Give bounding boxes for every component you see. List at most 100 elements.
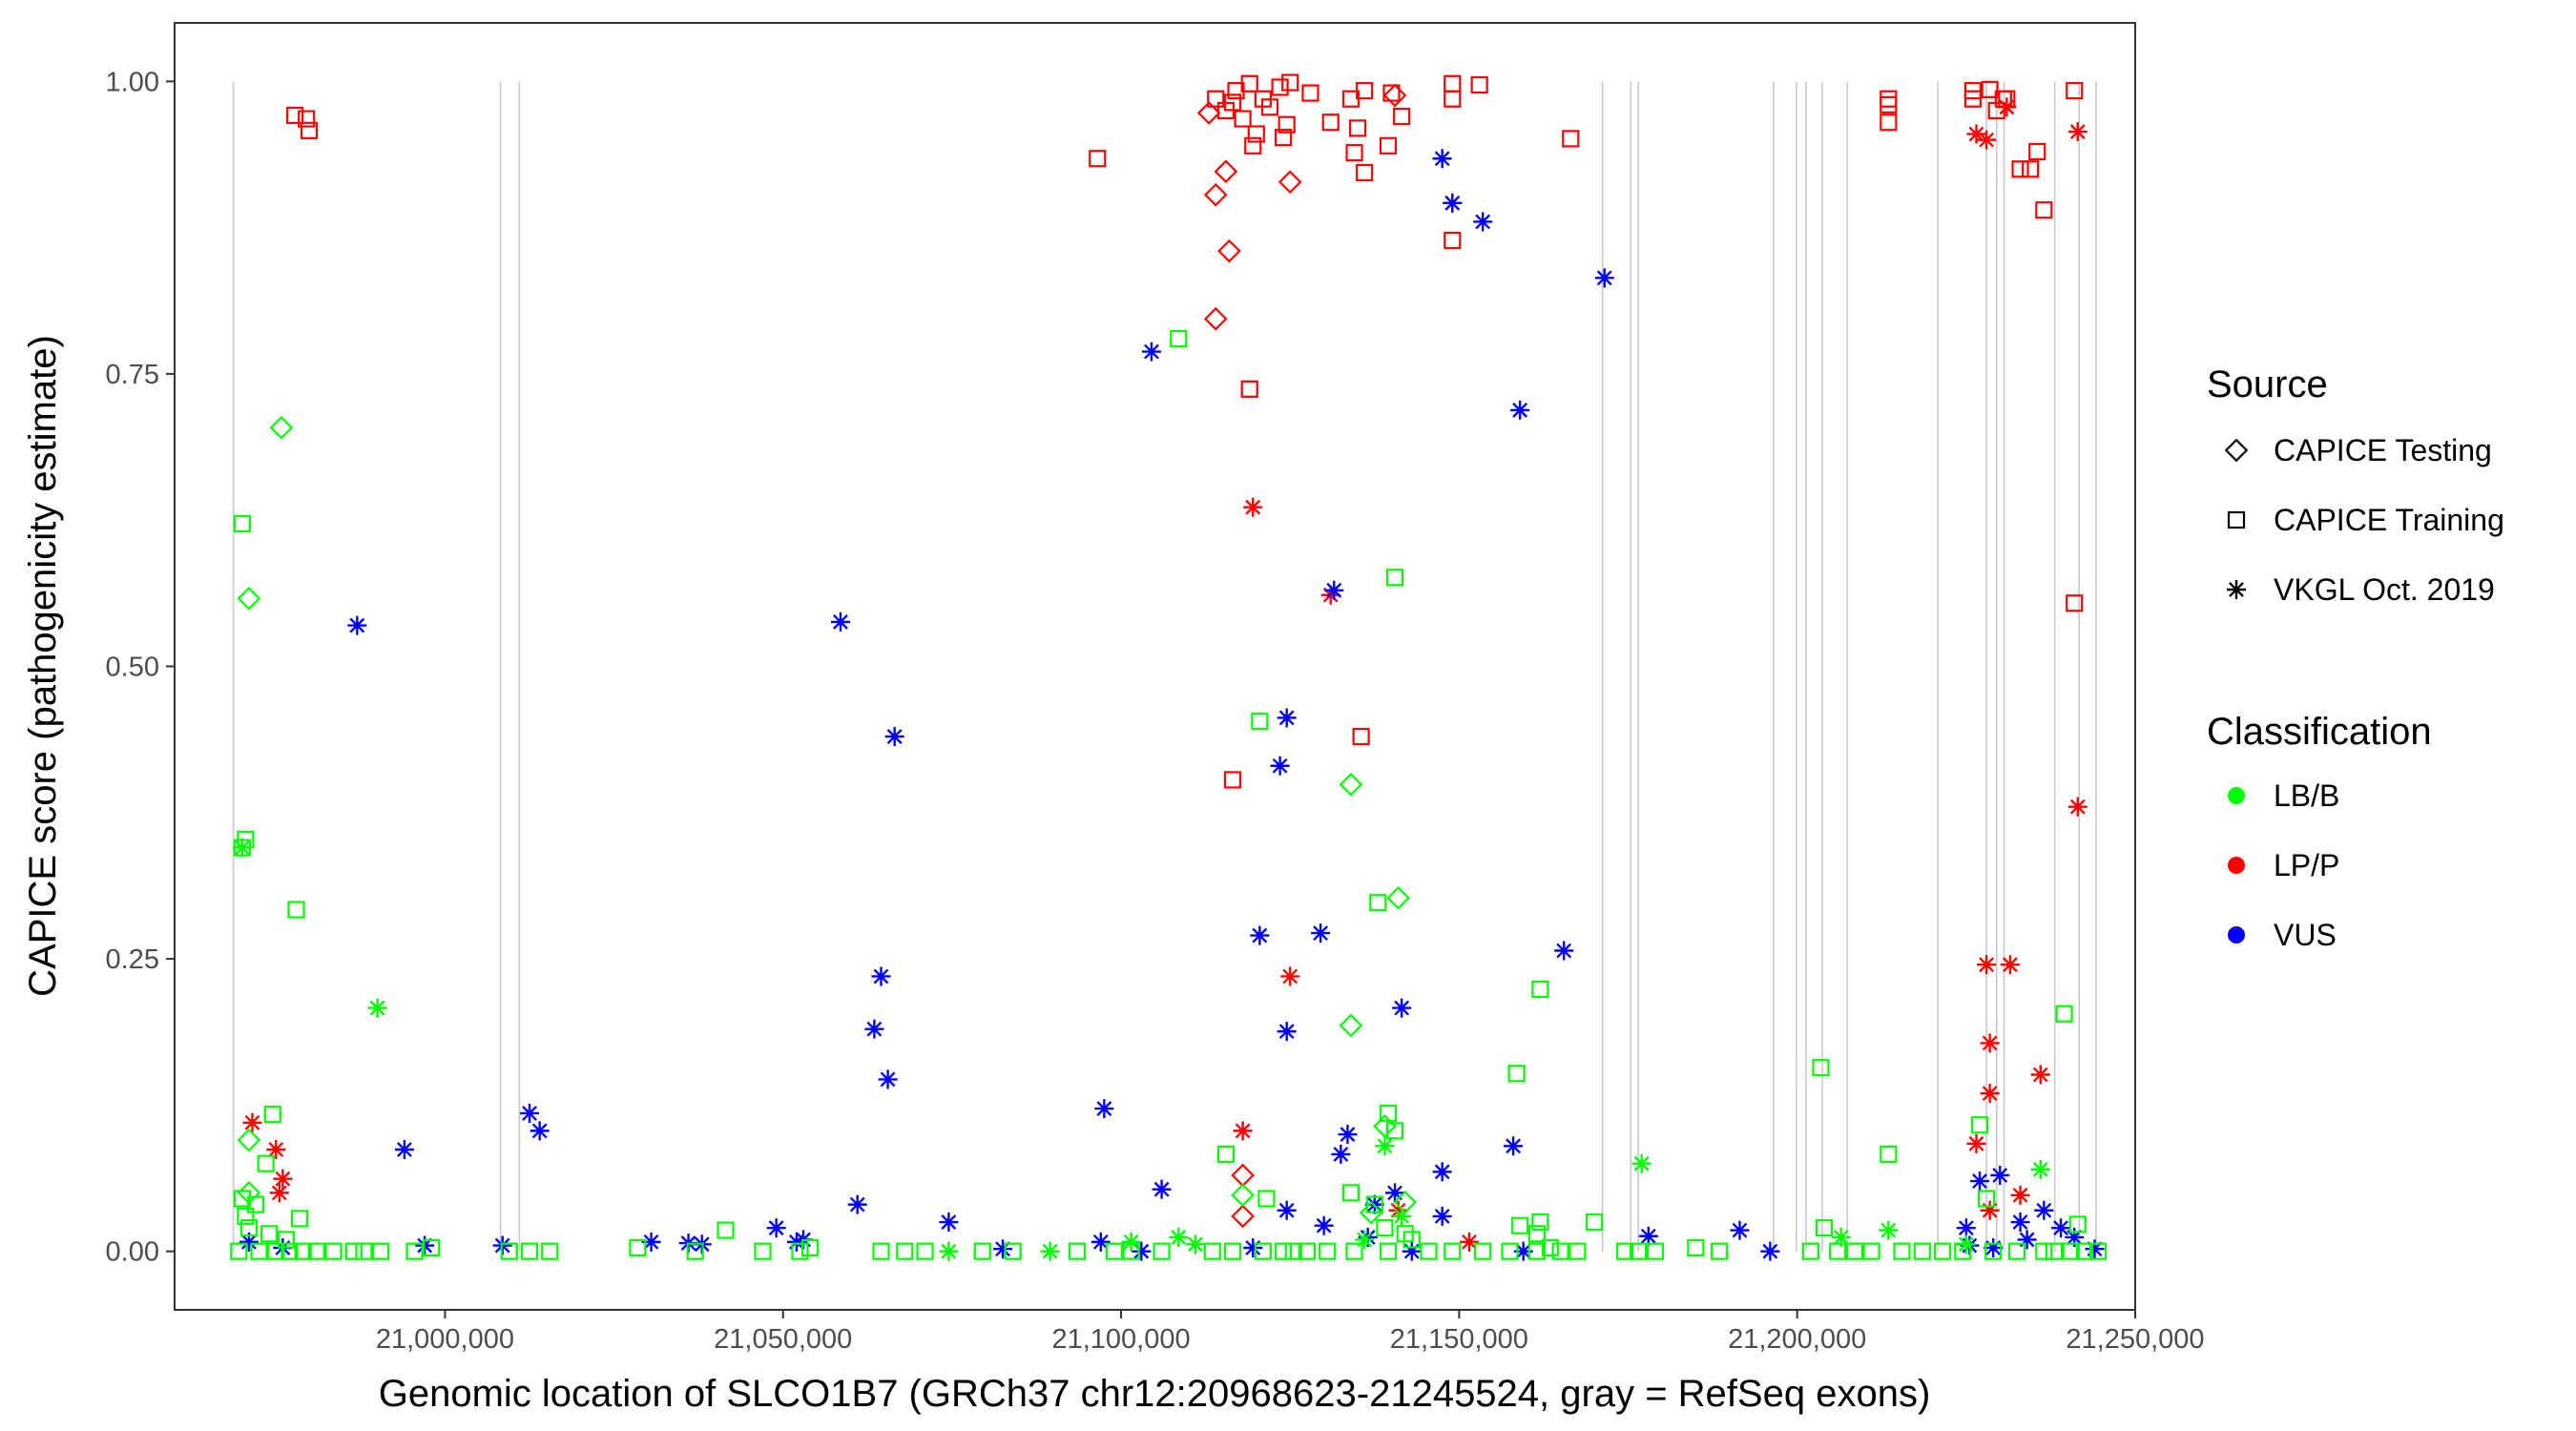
data-point-vus-asterisk [2010,1213,2030,1233]
data-point-lbb-square [257,1154,275,1172]
data-point-lbb-square [2045,1242,2064,1260]
data-point-lbb-square [2088,1242,2108,1260]
data-point-lpp-square [1348,119,1367,137]
data-point-vus-asterisk [641,1232,661,1252]
data-point-lbb-square [1954,1242,1972,1260]
data-point-vus-asterisk [878,1069,898,1089]
data-point-lbb-square [263,1106,281,1124]
data-point-lpp-asterisk [1977,130,1997,150]
data-point-lpp-square [1275,129,1293,147]
legend-label: VKGL Oct. 2019 [2274,572,2495,607]
data-point-vus-asterisk [1970,1172,1990,1192]
data-point-vus-asterisk [1504,1136,1524,1156]
data-point-vus-asterisk [1402,1241,1422,1261]
data-point-lbb-square [233,839,251,857]
data-point-lbb-square [294,1242,312,1260]
data-point-lbb-diamond [269,415,294,440]
data-point-lpp-asterisk [2000,955,2020,975]
data-point-vus-asterisk [1730,1220,1750,1240]
data-point-vus-asterisk [1432,149,1452,169]
data-point-lpp-square [2028,142,2046,160]
data-point-lbb-asterisk [2030,1159,2050,1179]
data-point-vus-asterisk [1270,756,1290,776]
data-point-lbb-square [1170,330,1188,348]
data-point-lbb-square [1970,1116,1989,1134]
data-point-lpp-square [1089,150,1107,168]
data-point-vus-asterisk [864,1019,884,1039]
data-point-lbb-diamond [1339,1013,1363,1038]
data-point-vus-asterisk [1132,1241,1152,1261]
data-point-lpp-asterisk [1233,1121,1253,1141]
data-point-lpp-square [1444,90,1462,108]
data-point-vus-asterisk [786,1232,806,1252]
data-point-vus-asterisk [1094,1099,1114,1119]
data-point-vus-asterisk [1141,342,1161,362]
data-point-lbb-square [2075,1242,2093,1260]
data-point-vus-asterisk [530,1121,550,1141]
data-point-lpp-diamond [1217,238,1241,263]
legend-source-items: CAPICE Testing CAPICE Training VKGL Oct. 2… [2224,433,2504,607]
data-point-vus-asterisk [847,1194,867,1214]
data-point-lpp-square [1207,90,1225,108]
data-point-lbb-square [1402,1231,1421,1249]
data-point-lpp-diamond [1203,306,1228,331]
data-point-vus-asterisk [1392,998,1412,1018]
data-point-lpp-diamond [1231,1204,1255,1229]
data-point-lbb-square [1531,980,1549,999]
data-point-lpp-square [2066,82,2084,100]
data-point-vus-asterisk [394,1139,414,1159]
data-point-lpp-square [2066,594,2084,612]
data-point-lbb-square [1812,1059,1830,1077]
data-point-lpp-asterisk [1966,124,1986,144]
data-point-lbb-square [1365,1195,1383,1213]
data-point-vus-asterisk [1250,925,1270,945]
data-point-lbb-square [2062,1242,2080,1260]
data-point-lbb-square [1385,1122,1404,1140]
data-point-lpp-diamond [1278,170,1302,195]
data-point-vus-asterisk [1277,708,1297,728]
x-tick-label: 21,200,000 [1728,1324,1866,1355]
data-point-lbb-square [500,1242,518,1260]
x-tick-label: 21,000,000 [376,1324,514,1355]
data-point-lpp-square [1393,108,1411,126]
data-point-lbb-square [2068,1215,2087,1234]
data-point-lbb-square [355,1242,373,1260]
data-point-lbb-square [1122,1242,1140,1260]
data-point-lpp-diamond [1382,83,1407,108]
data-point-vus-asterisk [2065,1227,2085,1247]
data-point-lbb-square [1004,1242,1022,1260]
data-point-lbb-square [307,1242,325,1260]
data-point-lpp-asterisk [1280,966,1300,986]
legend-label: CAPICE Testing [2274,433,2492,467]
data-point-lbb-square [287,901,305,919]
axes: 21,000,000 21,050,000 21,100,000 21,150,000… [106,67,2205,1355]
data-point-lbb-square [372,1242,390,1260]
data-point-vus-asterisk [2017,1230,2037,1250]
x-axis-title: Genomic location of SLCO1B7 (GRCh37 chr1… [379,1373,1931,1415]
x-tick-label: 21,050,000 [714,1324,852,1355]
data-point-vus-asterisk [939,1213,959,1233]
data-point-vus-asterisk [1443,193,1463,213]
data-point-vus-asterisk [1091,1232,1111,1252]
data-point-vus-asterisk [1385,1183,1405,1203]
data-point-lpp-square [298,110,316,128]
data-point-lbb-square [1203,1242,1221,1260]
data-point-vus-asterisk [1510,400,1530,420]
data-point-vus-asterisk [1277,1200,1297,1220]
data-point-vus-asterisk [2051,1218,2071,1238]
data-point-lbb-square [1527,1225,1546,1243]
data-point-vus-asterisk [1314,1215,1334,1235]
data-point-lbb-asterisk [1186,1234,1206,1255]
data-point-lbb-square [1893,1242,1911,1260]
data-point-lpp-asterisk [2030,1065,2050,1085]
data-point-lbb-square [1376,1219,1394,1237]
data-point-lbb-asterisk [939,1241,959,1261]
data-point-lpp-asterisk [273,1169,293,1189]
data-point-lpp-square [1981,80,1999,99]
data-point-lpp-square [1356,82,1374,100]
data-point-lbb-square [1284,1242,1302,1260]
data-point-vus-asterisk [239,1232,259,1252]
data-point-lpp-square [1880,95,1898,114]
data-point-lbb-asterisk [1040,1241,1060,1261]
data-point-lbb-square [1646,1242,1664,1260]
